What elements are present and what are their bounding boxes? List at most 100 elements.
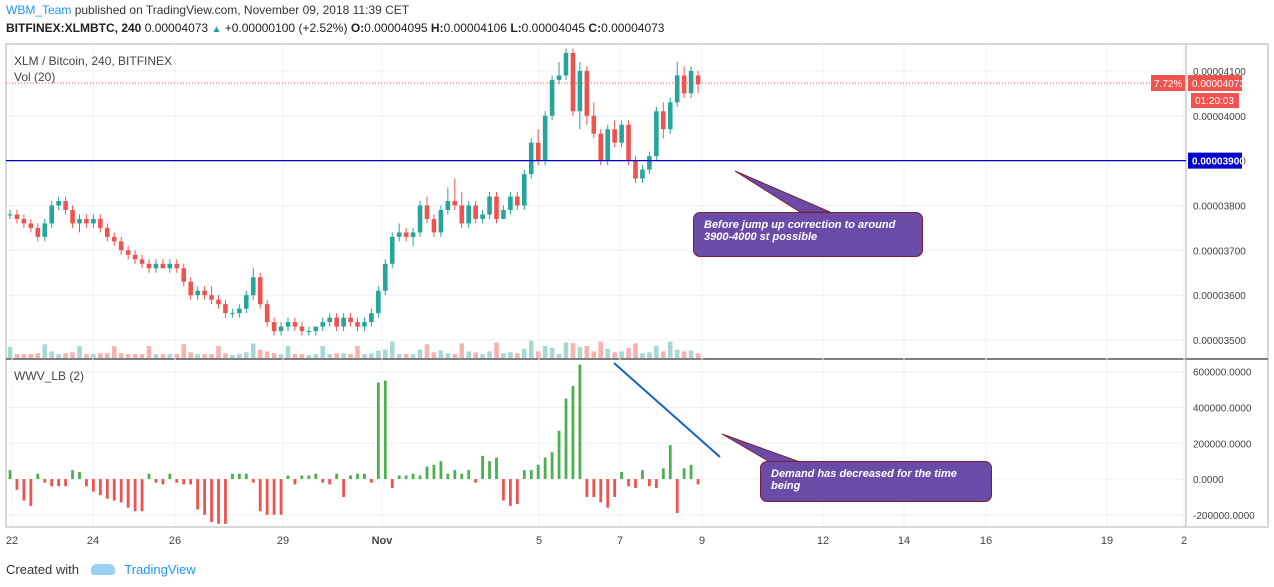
osc-bar [147,473,151,480]
volume-bar [181,344,187,358]
percent-change-badge [1151,75,1185,92]
callout-correction: Before jump up correction to around 3900… [693,212,923,257]
osc-tick-label: -200000.0000 [1193,511,1255,522]
osc-bar [439,461,443,480]
osc-bar [8,470,12,480]
candle-up [313,326,319,332]
candle-down [202,290,207,296]
volume-bar [223,353,228,358]
open-label: O: [350,21,365,35]
author-link[interactable]: WBM_Team [6,3,72,17]
volume-bar [160,354,166,358]
volume-bar [202,354,207,358]
candle-up [619,124,624,143]
osc-bar [168,473,172,480]
volume-bar [487,351,492,358]
osc-bar [502,479,505,501]
volume-bar [396,354,402,358]
osc-bar [92,479,95,492]
candle-up [285,322,291,327]
osc-bar [50,479,54,487]
osc-bar [349,475,352,480]
osc-bar [536,464,540,480]
volume-bar [21,354,27,358]
volume-bar [584,346,590,358]
volume-bar [237,354,242,358]
volume-bar [77,346,82,358]
volume-bar [188,352,193,358]
candle-down [105,227,110,237]
chart-frame [5,43,1269,528]
candle-down [535,142,541,161]
osc-bar [251,479,255,483]
volume-bar [153,354,159,358]
volume-bar [35,353,41,358]
price-tick-label: 0.00003700 [1193,246,1246,257]
time-tick-label: Nov [372,535,394,547]
volume-bar [563,342,569,358]
osc-bar [64,479,67,487]
osc-bar [15,479,19,490]
symbol-ohlc-line: BITFINEX:XLMBTC, 240 0.00004073 ▲ +0.000… [6,21,664,35]
osc-bar [217,479,220,524]
time-tick-label: 7 [617,535,623,547]
candle-down [292,322,298,327]
volume-bar [91,354,96,358]
osc-bar [404,475,408,480]
volume-bar [473,352,478,358]
tradingview-brand[interactable]: TradingView [124,562,196,577]
volume-bar [84,354,89,358]
candle-down [160,263,166,269]
volume-bar [244,352,249,358]
time-tick-label: 19 [1101,535,1113,547]
candle-down [452,201,458,206]
candle-up [549,79,555,116]
osc-bar [140,479,144,512]
volume-bar [528,340,534,358]
candle-up [577,70,583,112]
osc-bar [606,479,610,508]
candle-up [410,232,416,237]
osc-bar [71,470,74,480]
osc-bar [36,473,40,480]
candle-up [647,156,652,170]
volume-bar [28,354,34,358]
osc-bar [279,479,283,515]
candle-down [431,218,437,233]
countdown-label: 01:20:03 [1195,96,1234,107]
osc-bar [571,386,575,480]
candle-down [515,196,520,206]
candle-up [640,169,645,179]
volume-label: Vol (20) [14,70,55,84]
candle-down [139,259,145,264]
candle-down [459,205,465,224]
osc-bar [307,475,311,480]
osc-bar [126,479,130,508]
candle-up [195,290,200,296]
support-level-badge [1188,152,1242,169]
candle-up [306,331,312,333]
candle-down [570,52,576,112]
volume-bar [320,346,326,358]
candle-down [181,268,187,282]
osc-bar [161,479,165,485]
candle-down [681,75,687,94]
osc-bar [342,479,345,497]
osc-bar [529,470,533,480]
time-tick-label: 24 [87,535,99,547]
osc-bar [29,479,33,506]
osc-bar [328,479,332,485]
osc-bar [105,479,109,499]
volume-bar [522,348,527,358]
candle-up [383,263,388,291]
volume-bar [118,353,124,358]
osc-bar [418,475,422,480]
volume-bar [7,347,13,358]
candle-down [334,317,339,327]
current-price-badge [1188,75,1242,92]
osc-bar [22,479,26,501]
percent-change-label: 7.72% [1154,79,1182,90]
candle-up [667,102,673,130]
candle-up [445,201,451,210]
